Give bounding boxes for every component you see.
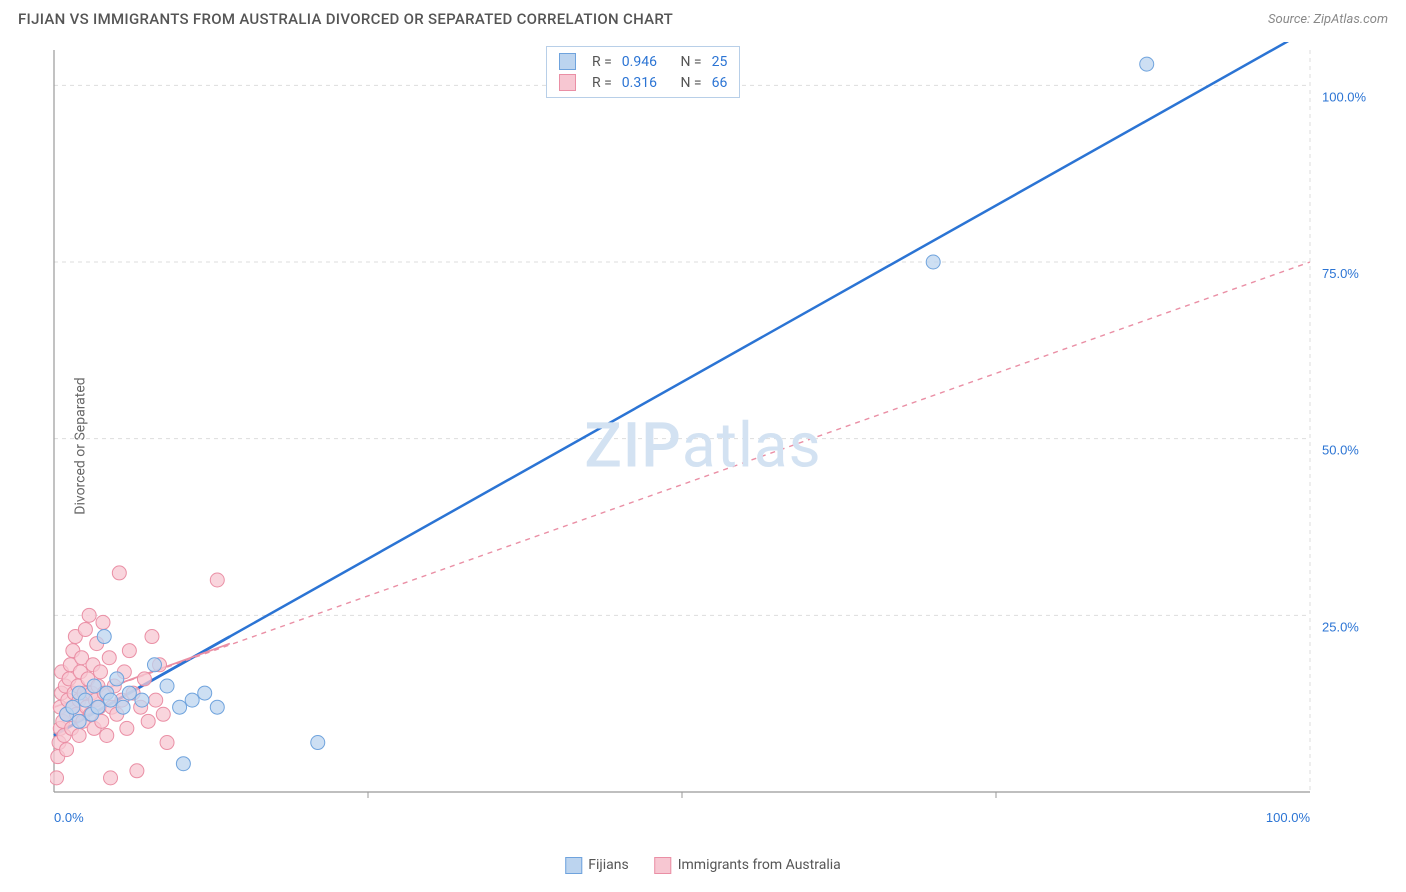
scatter-chart-svg: 25.0% 50.0% 75.0% 100.0% 0.0% 100.0% [50,42,1390,842]
n-value-fijians: 25 [712,54,728,70]
n-label: N = [680,75,701,91]
x-axis-legend: Fijians Immigrants from Australia [565,857,841,874]
legend-item-aus: Immigrants from Australia [655,857,841,874]
n-label: N = [680,54,701,70]
svg-text:75.0%: 75.0% [1322,266,1359,281]
chart-source: Source: ZipAtlas.com [1268,12,1388,27]
r-label: R = [592,54,612,70]
swatch-aus-x [655,857,672,874]
source-label: Source: [1268,12,1313,27]
legend-item-fijians: Fijians [565,857,628,874]
chart-header: FIJIAN VS IMMIGRANTS FROM AUSTRALIA DIVO… [0,0,1406,34]
svg-text:0.0%: 0.0% [54,810,84,825]
r-label: R = [592,75,612,91]
swatch-aus [559,74,576,91]
legend-label-fijians: Fijians [588,857,628,873]
svg-text:100.0%: 100.0% [1322,89,1367,104]
correlation-row-fijians: R = 0.946 N = 25 [559,51,727,72]
r-value-aus: 0.316 [622,75,657,91]
legend-label-aus: Immigrants from Australia [678,857,841,873]
swatch-fijians [559,53,576,70]
source-name: ZipAtlas.com [1313,12,1388,27]
svg-text:100.0%: 100.0% [1266,810,1311,825]
correlation-row-aus: R = 0.316 N = 66 [559,72,727,93]
chart-title: FIJIAN VS IMMIGRANTS FROM AUSTRALIA DIVO… [18,10,673,28]
correlation-legend: R = 0.946 N = 25 R = 0.316 N = 66 [546,46,740,98]
svg-text:25.0%: 25.0% [1322,619,1359,634]
n-value-aus: 66 [712,75,728,91]
chart-plot-area: 25.0% 50.0% 75.0% 100.0% 0.0% 100.0% [50,42,1390,842]
swatch-fijians-x [565,857,582,874]
r-value-fijians: 0.946 [622,54,657,70]
svg-text:50.0%: 50.0% [1322,443,1359,458]
